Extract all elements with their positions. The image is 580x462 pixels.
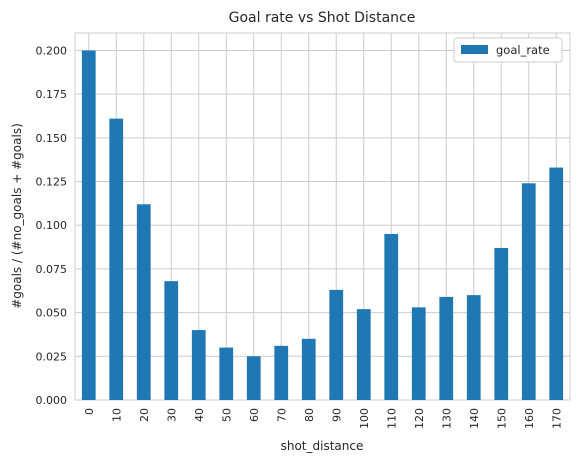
x-tick-label: 160: [523, 408, 536, 429]
bar-120: [411, 307, 426, 400]
x-tick-label: 170: [550, 408, 563, 429]
y-tick-label: 0.100: [36, 219, 68, 232]
y-tick-label: 0.150: [36, 132, 68, 145]
x-tick-label: 10: [110, 408, 123, 422]
x-tick-labels: 0 10 20 30 40 50 60 70 80 90 100 110 120 130 140 150 160…: [83, 408, 564, 429]
chart-title: Goal rate vs Shot Distance: [229, 10, 416, 26]
bar-90: [329, 289, 344, 400]
bar-140: [466, 295, 481, 400]
y-tick-label: 0.125: [36, 176, 68, 189]
x-tick-label: 40: [193, 408, 206, 422]
y-tick-label: 0.075: [36, 263, 68, 276]
x-tick-label: 60: [248, 408, 261, 422]
x-tick-label: 150: [495, 408, 508, 429]
bar-60: [246, 356, 261, 400]
x-axis-label: shot_distance: [281, 439, 364, 453]
x-tick-label: 0: [83, 408, 96, 415]
y-tick-label: 0.050: [36, 307, 68, 320]
y-tick-label: 0.175: [36, 88, 68, 101]
legend-swatch: [461, 45, 488, 54]
x-tick-label: 140: [468, 408, 481, 429]
x-tick-label: 30: [165, 408, 178, 422]
bar-110: [384, 233, 399, 400]
x-tick-label: 90: [330, 408, 343, 422]
y-tick-label: 0.200: [36, 44, 68, 57]
x-tick-label: 130: [440, 408, 453, 429]
bar-40: [191, 330, 206, 400]
y-tick-label: 0.000: [36, 394, 68, 407]
legend-box: [453, 37, 563, 63]
y-tick-label: 0.025: [36, 350, 68, 363]
bar-170: [549, 167, 564, 400]
y-axis-label: #goals / (#no_goals + #goals): [10, 123, 24, 309]
x-tick-label: 120: [413, 408, 426, 429]
bar-130: [439, 296, 454, 400]
y-tick-labels: 0.000 0.025 0.050 0.075 0.100 0.125 0.150 0.175…: [36, 44, 68, 407]
bar-30: [164, 281, 179, 400]
x-tick-label: 20: [138, 408, 151, 422]
x-tick-label: 70: [275, 408, 288, 422]
x-tick-label: 80: [303, 408, 316, 422]
bar-20: [136, 204, 151, 400]
bar-50: [219, 347, 234, 400]
bar-100: [356, 309, 371, 400]
legend: goal_rate: [453, 37, 563, 63]
legend-label: goal_rate: [496, 43, 550, 57]
x-tick-label: 50: [220, 408, 233, 422]
x-tick-label: 100: [358, 408, 371, 429]
bar-80: [301, 338, 316, 400]
bar-70: [274, 345, 289, 400]
x-tick-label: 110: [385, 408, 398, 429]
bar-0: [81, 50, 96, 400]
bar-series: [81, 50, 564, 400]
bar-150: [494, 247, 509, 400]
bar-10: [109, 118, 124, 400]
bar-160: [521, 183, 536, 400]
